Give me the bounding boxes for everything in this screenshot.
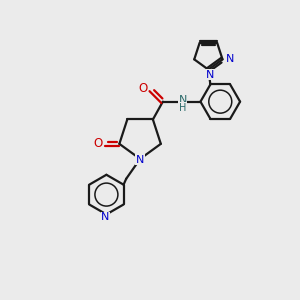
Text: N: N (178, 95, 187, 105)
Text: N: N (226, 54, 235, 64)
Text: N: N (101, 212, 110, 222)
Text: O: O (93, 137, 102, 150)
Text: N: N (206, 70, 214, 80)
Text: H: H (179, 103, 186, 112)
Text: N: N (136, 155, 144, 165)
Text: O: O (138, 82, 148, 95)
